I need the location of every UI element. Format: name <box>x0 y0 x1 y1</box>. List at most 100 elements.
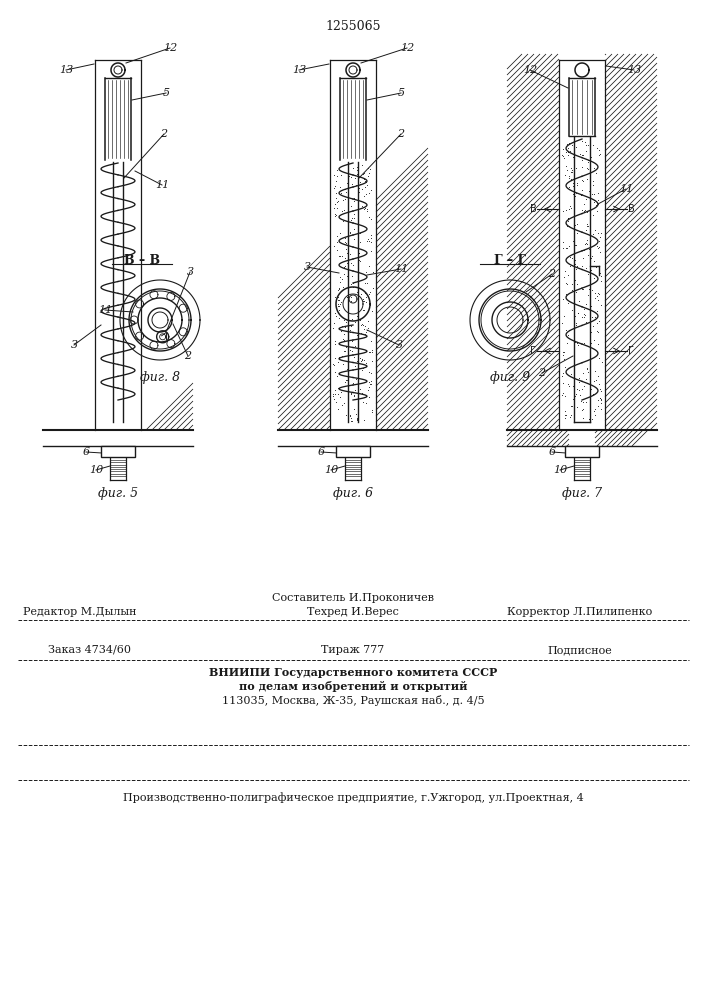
Point <box>358 171 370 187</box>
Point <box>358 412 369 428</box>
Point <box>578 242 590 258</box>
Point <box>338 192 349 208</box>
Point <box>566 282 578 298</box>
Point <box>356 352 368 368</box>
Point <box>573 382 585 398</box>
Point <box>563 170 575 186</box>
Point <box>344 362 356 378</box>
Point <box>363 165 375 181</box>
Text: 2: 2 <box>549 269 556 279</box>
Point <box>329 196 341 212</box>
Point <box>334 225 345 241</box>
Point <box>568 268 580 284</box>
Point <box>556 315 568 331</box>
Point <box>363 313 374 329</box>
Point <box>333 292 344 308</box>
Point <box>354 245 365 261</box>
Point <box>351 162 363 178</box>
Point <box>582 171 593 187</box>
Point <box>365 230 376 246</box>
Text: 11: 11 <box>98 305 112 315</box>
Point <box>596 395 607 411</box>
Text: Составитель И.Проконичев: Составитель И.Проконичев <box>272 593 434 603</box>
Text: 13: 13 <box>292 65 306 75</box>
Point <box>351 327 363 343</box>
Point <box>357 291 368 307</box>
Point <box>349 167 360 183</box>
Point <box>582 236 593 252</box>
Point <box>594 147 605 163</box>
Point <box>327 388 339 404</box>
Text: 12: 12 <box>400 43 414 53</box>
Point <box>571 399 583 415</box>
Point <box>580 314 592 330</box>
Point <box>568 324 579 340</box>
Point <box>360 186 371 202</box>
Point <box>363 374 375 390</box>
Point <box>570 284 581 300</box>
Point <box>566 162 578 178</box>
Point <box>329 167 340 183</box>
Point <box>358 194 369 210</box>
Text: 10: 10 <box>553 465 567 475</box>
Point <box>366 353 378 369</box>
Point <box>557 344 568 360</box>
Point <box>329 364 341 380</box>
Text: 6: 6 <box>549 447 556 457</box>
Point <box>556 147 568 163</box>
Point <box>340 368 351 384</box>
Point <box>571 381 583 397</box>
Point <box>559 388 571 404</box>
Point <box>329 305 340 321</box>
Point <box>342 401 354 417</box>
Point <box>565 143 576 159</box>
Point <box>560 263 571 279</box>
Point <box>591 303 602 319</box>
Point <box>350 338 361 354</box>
Text: Г: Г <box>530 346 536 356</box>
Point <box>562 295 573 311</box>
Point <box>358 317 369 333</box>
Point <box>346 289 357 305</box>
Point <box>583 161 594 177</box>
Point <box>339 343 350 359</box>
Point <box>589 290 600 306</box>
Point <box>582 364 593 380</box>
Point <box>335 167 346 183</box>
Point <box>346 198 357 214</box>
Point <box>559 308 570 324</box>
Point <box>592 285 603 301</box>
Point <box>332 296 344 312</box>
Point <box>332 194 343 210</box>
Point <box>590 309 601 325</box>
Text: 2: 2 <box>539 368 546 378</box>
Point <box>595 225 607 241</box>
Point <box>588 177 599 193</box>
Point <box>334 248 345 264</box>
Text: Корректор Л.Пилипенко: Корректор Л.Пилипенко <box>508 607 653 617</box>
Point <box>367 264 378 280</box>
Point <box>595 244 606 260</box>
Point <box>346 169 357 185</box>
Point <box>557 240 568 256</box>
Point <box>341 268 353 284</box>
Point <box>343 191 354 207</box>
Point <box>556 387 568 403</box>
Point <box>569 217 580 233</box>
Point <box>349 215 361 231</box>
Point <box>365 284 376 300</box>
Point <box>351 412 363 428</box>
Point <box>594 146 605 162</box>
Text: 2: 2 <box>397 129 404 139</box>
Point <box>334 349 345 365</box>
Point <box>559 344 570 360</box>
Point <box>565 366 576 382</box>
Point <box>571 216 582 232</box>
Point <box>354 234 366 250</box>
Point <box>354 174 366 190</box>
Point <box>569 188 580 204</box>
Point <box>563 179 575 195</box>
Point <box>349 401 360 417</box>
Point <box>334 379 346 395</box>
Point <box>589 401 600 417</box>
